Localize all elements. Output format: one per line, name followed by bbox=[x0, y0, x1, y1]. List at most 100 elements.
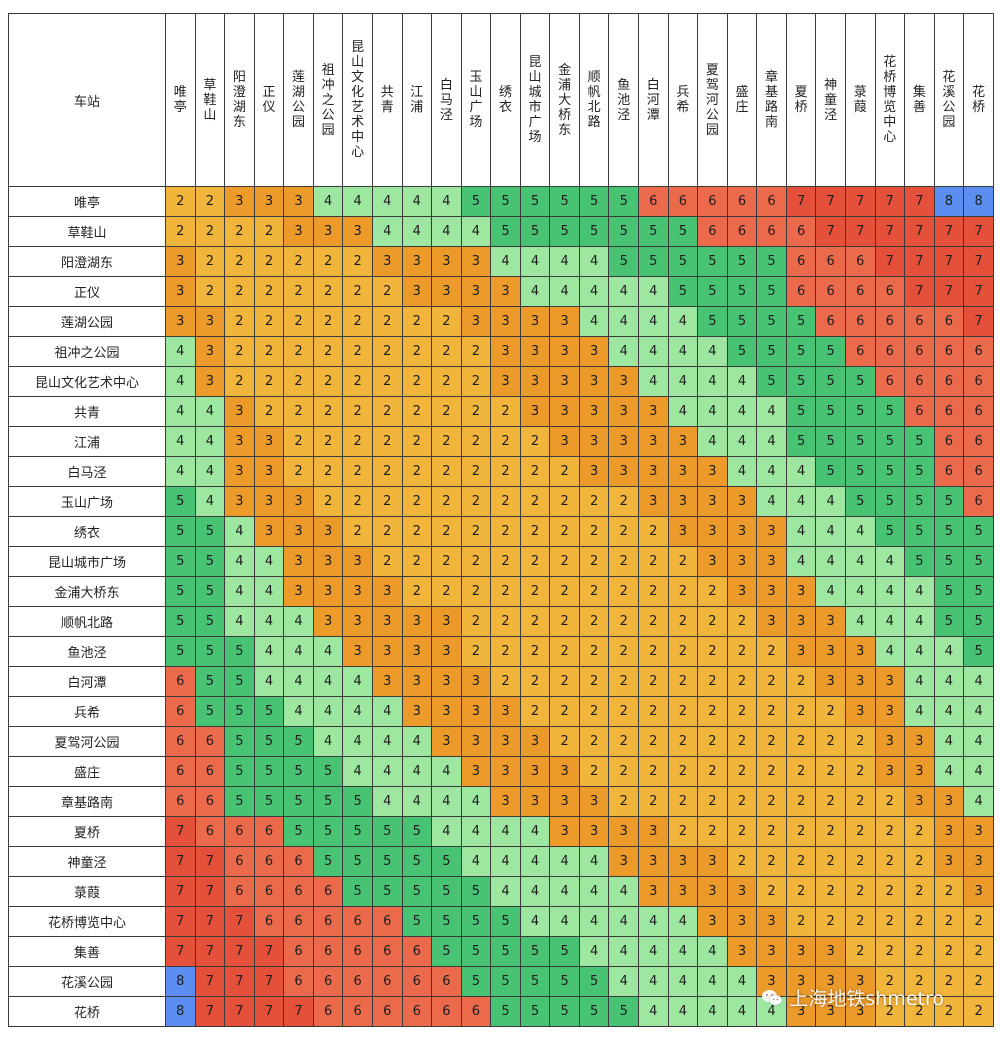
fare-cell: 2 bbox=[194, 186, 226, 217]
row-header-station: 正仪 bbox=[8, 276, 166, 307]
fare-cell: 5 bbox=[874, 456, 906, 487]
row-header-station: 莲湖公园 bbox=[8, 306, 166, 337]
fare-cell: 4 bbox=[933, 696, 965, 727]
fare-cell: 2 bbox=[283, 246, 314, 277]
fare-cell: 4 bbox=[933, 726, 965, 757]
row-header-station: 阳澄湖东 bbox=[8, 246, 166, 277]
fare-cell: 2 bbox=[490, 576, 521, 607]
column-header-label: 鱼池泾 bbox=[617, 77, 631, 123]
fare-cell: 4 bbox=[312, 636, 344, 667]
fare-cell: 4 bbox=[578, 876, 610, 907]
fare-cell: 2 bbox=[431, 456, 462, 487]
fare-cell: 2 bbox=[431, 426, 462, 457]
column-header-station: 昆山文化艺术中心 bbox=[342, 13, 373, 187]
fare-cell: 4 bbox=[549, 906, 580, 937]
fare-cell: 6 bbox=[667, 186, 699, 217]
fare-cell: 3 bbox=[933, 786, 965, 817]
fare-cell: 5 bbox=[815, 336, 846, 367]
fare-cell: 5 bbox=[253, 726, 285, 757]
table-row: 白马泾 4 4 3 3 2 2 2 2 2 2 2 2 2 2 3 3 3 3 3 4 4 4 5 5 5 5 6 6 bbox=[8, 456, 994, 487]
fare-cell: 6 bbox=[342, 936, 373, 967]
fare-cell: 4 bbox=[490, 246, 521, 277]
fare-cell: 5 bbox=[371, 846, 403, 877]
fare-cell: 3 bbox=[785, 576, 817, 607]
fare-cell: 4 bbox=[549, 876, 580, 907]
fare-cell: 7 bbox=[224, 906, 255, 937]
column-header-station: 花溪公园 bbox=[933, 13, 965, 187]
fare-cell: 2 bbox=[608, 576, 639, 607]
column-header-label: 夏桥 bbox=[794, 85, 808, 115]
fare-cell: 3 bbox=[638, 816, 669, 847]
fare-cell: 2 bbox=[519, 426, 551, 457]
fare-cell: 3 bbox=[194, 336, 226, 367]
fare-cell: 3 bbox=[608, 426, 639, 457]
fare-cell: 2 bbox=[460, 396, 492, 427]
column-header-label: 昆山城市广场 bbox=[528, 55, 542, 145]
fare-cell: 4 bbox=[638, 966, 669, 997]
fare-cell: 7 bbox=[933, 216, 965, 247]
fare-cell: 4 bbox=[697, 426, 728, 457]
fare-cell: 2 bbox=[608, 606, 639, 637]
column-header-station: 草鞋山 bbox=[194, 13, 226, 187]
fare-cell: 5 bbox=[697, 306, 728, 337]
fare-cell: 5 bbox=[608, 996, 639, 1027]
fare-cell: 2 bbox=[638, 696, 669, 727]
row-header-station: 金浦大桥东 bbox=[8, 576, 166, 607]
fare-cell: 2 bbox=[785, 876, 817, 907]
fare-cell: 3 bbox=[815, 636, 846, 667]
fare-cell: 3 bbox=[283, 216, 314, 247]
column-header-station: 江浦 bbox=[401, 13, 433, 187]
fare-cell: 2 bbox=[194, 246, 226, 277]
fare-cell: 4 bbox=[904, 666, 935, 697]
fare-cell: 3 bbox=[844, 696, 876, 727]
fare-cell: 6 bbox=[342, 906, 373, 937]
fare-cell: 3 bbox=[224, 396, 255, 427]
fare-cell: 2 bbox=[342, 276, 373, 307]
fare-cell: 2 bbox=[283, 276, 314, 307]
fare-cell: 2 bbox=[904, 936, 935, 967]
fare-cell: 7 bbox=[874, 216, 906, 247]
fare-cell: 4 bbox=[312, 186, 344, 217]
fare-cell: 3 bbox=[165, 306, 196, 337]
fare-cell: 2 bbox=[224, 216, 255, 247]
fare-cell: 2 bbox=[815, 846, 846, 877]
fare-cell: 3 bbox=[460, 666, 492, 697]
fare-cell: 2 bbox=[578, 606, 610, 637]
row-header-station: 顺帆北路 bbox=[8, 606, 166, 637]
fare-cell: 7 bbox=[933, 246, 965, 277]
fare-cell: 6 bbox=[933, 306, 965, 337]
fare-cell: 2 bbox=[638, 546, 669, 577]
fare-cell: 6 bbox=[963, 456, 994, 487]
fare-cell: 2 bbox=[844, 786, 876, 817]
fare-cell: 2 bbox=[904, 906, 935, 937]
fare-cell: 5 bbox=[194, 516, 226, 547]
fare-cell: 3 bbox=[726, 936, 758, 967]
fare-cell: 6 bbox=[342, 996, 373, 1027]
row-header-station: 唯亭 bbox=[8, 186, 166, 217]
fare-cell: 6 bbox=[638, 186, 669, 217]
fare-cell: 2 bbox=[549, 576, 580, 607]
fare-cell: 6 bbox=[431, 966, 462, 997]
fare-cell: 7 bbox=[815, 186, 846, 217]
fare-cell: 3 bbox=[578, 786, 610, 817]
fare-cell: 5 bbox=[933, 606, 965, 637]
fare-cell: 3 bbox=[460, 726, 492, 757]
fare-cell: 5 bbox=[490, 216, 521, 247]
fare-cell: 5 bbox=[371, 876, 403, 907]
fare-cell: 2 bbox=[549, 636, 580, 667]
fare-cell: 2 bbox=[608, 726, 639, 757]
fare-cell: 6 bbox=[874, 336, 906, 367]
fare-cell: 3 bbox=[697, 456, 728, 487]
fare-cell: 3 bbox=[667, 876, 699, 907]
table-row: 白河潭 6 5 5 4 4 4 4 3 3 3 3 2 2 2 2 2 2 2 2 2 2 2 3 3 3 4 4 4 bbox=[8, 666, 994, 697]
fare-cell: 4 bbox=[697, 966, 728, 997]
fare-cell: 4 bbox=[371, 726, 403, 757]
fare-cell: 5 bbox=[667, 276, 699, 307]
fare-cell: 4 bbox=[342, 756, 373, 787]
fare-cell: 5 bbox=[608, 186, 639, 217]
fare-cell: 4 bbox=[283, 666, 314, 697]
fare-cell: 7 bbox=[194, 846, 226, 877]
column-header-label: 夏驾河公园 bbox=[705, 62, 719, 138]
fare-cell: 5 bbox=[904, 486, 935, 517]
table-row: 昆山文化艺术中心 4 3 2 2 2 2 2 2 2 2 2 3 3 3 3 3 4 4 4 4 5 5 5 5 6 6 6 6 bbox=[8, 366, 994, 397]
